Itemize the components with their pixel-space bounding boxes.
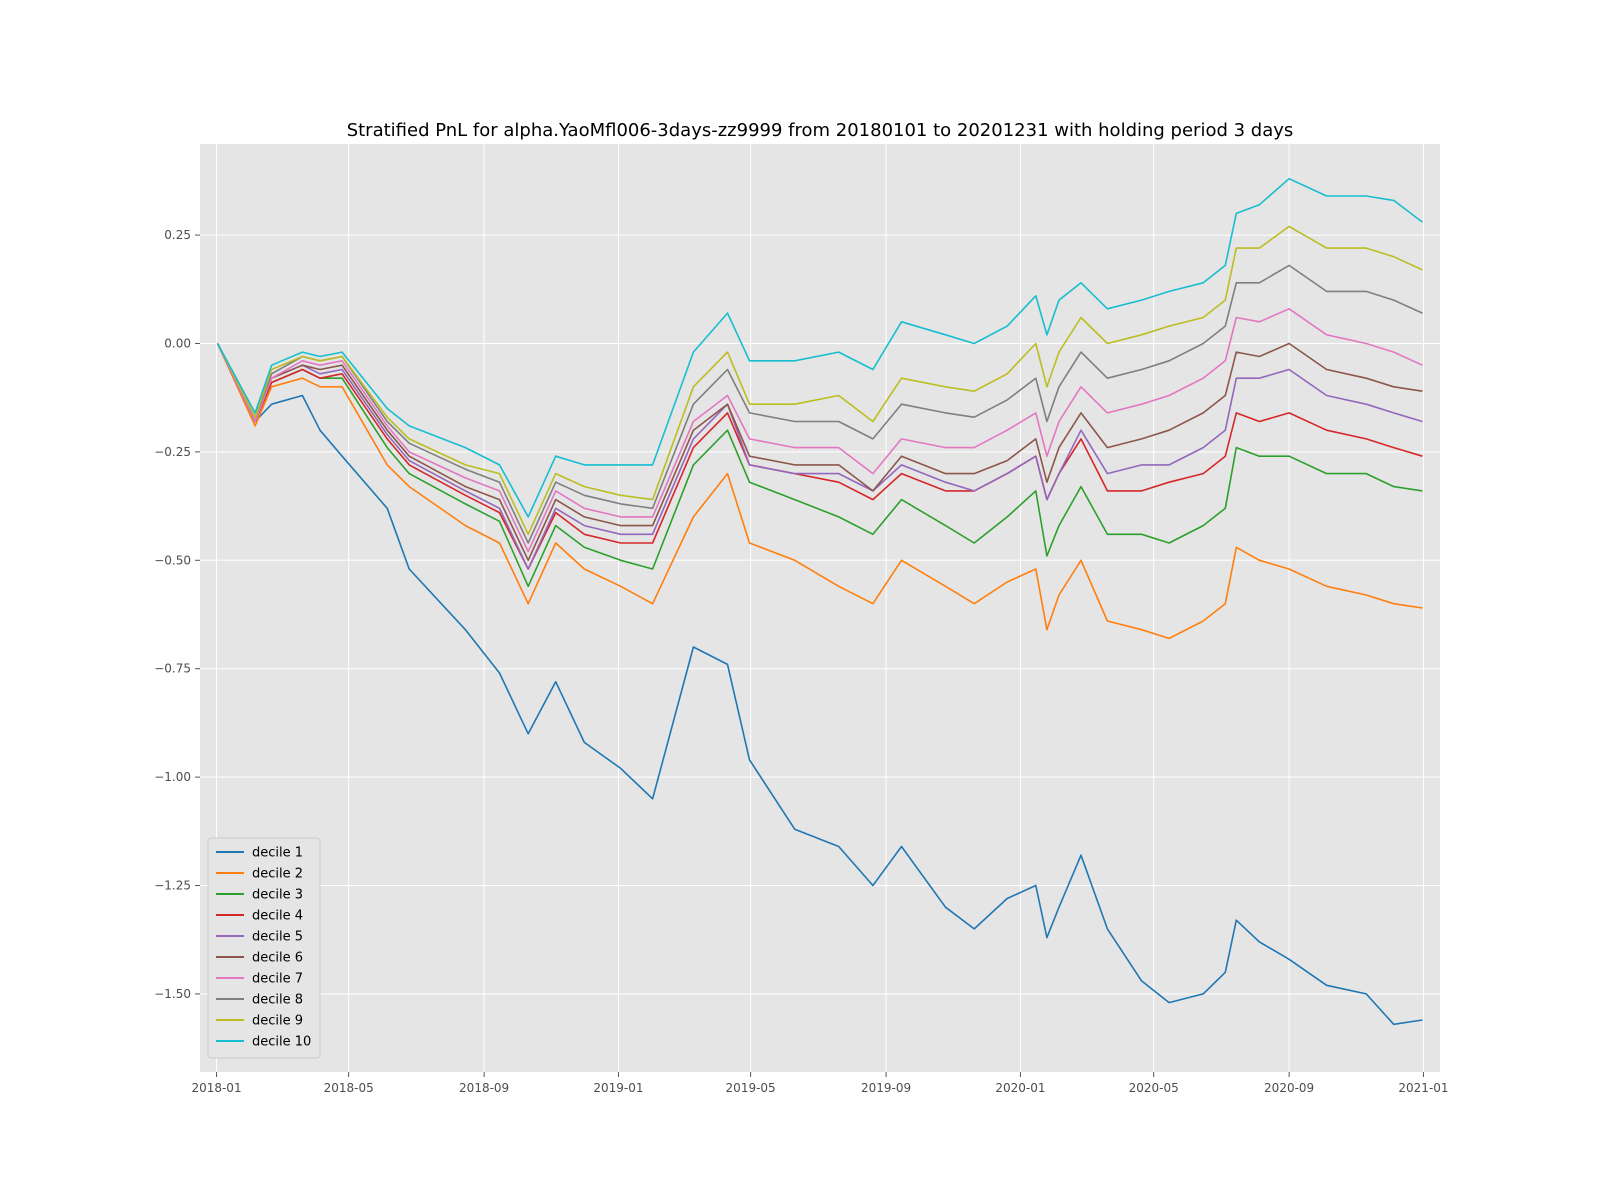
y-tick-label: −1.50 <box>154 987 191 1001</box>
x-tick-label: 2018-01 <box>191 1081 241 1095</box>
y-tick-label: −0.75 <box>154 662 191 676</box>
y-tick-label: 0.25 <box>164 228 191 242</box>
series-line-decile-6 <box>216 342 1423 562</box>
legend-label: decile 2 <box>252 867 303 882</box>
legend-label: decile 8 <box>252 993 303 1008</box>
x-tick-label: 2019-01 <box>593 1081 643 1095</box>
x-tick-label: 2018-09 <box>459 1081 509 1095</box>
y-tick-label: 0.00 <box>164 336 191 350</box>
series-line-decile-4 <box>216 343 1423 570</box>
legend-label: decile 6 <box>252 951 303 966</box>
x-axis: 2018-01 2018-05 2018-09 2019-01 2019-05 2019-… <box>191 1072 1449 1095</box>
series-line-decile-2 <box>216 343 1423 640</box>
legend-label: decile 3 <box>252 888 303 903</box>
plot-background <box>200 144 1440 1072</box>
y-tick-label: −0.50 <box>154 553 191 567</box>
x-tick-label: 2020-09 <box>1264 1081 1314 1095</box>
y-tick-label: −1.00 <box>154 770 191 784</box>
legend: decile 1 decile 2 decile 3 decile 4 decile 5… <box>207 837 321 1059</box>
x-tick-label: 2020-01 <box>995 1081 1045 1095</box>
series-line-decile-10 <box>216 177 1423 518</box>
x-tick-label: 2021-01 <box>1398 1081 1448 1095</box>
legend-label: decile 9 <box>252 1014 303 1029</box>
grid <box>200 144 1440 1072</box>
series-line-decile-1 <box>216 343 1423 1026</box>
series-line-decile-9 <box>216 225 1423 536</box>
x-tick-label: 2018-05 <box>324 1081 374 1095</box>
series-line-decile-3 <box>216 343 1423 588</box>
series-layer <box>216 177 1423 1026</box>
series-line-decile-8 <box>216 264 1423 544</box>
y-tick-label: −0.25 <box>154 445 191 459</box>
y-tick-label: −1.25 <box>154 879 191 893</box>
series-line-decile-7 <box>216 307 1423 553</box>
x-tick-label: 2020-05 <box>1129 1081 1179 1095</box>
legend-label: decile 4 <box>252 909 303 924</box>
y-axis: 0.25 0.00 −0.25 −0.50 −0.75 −1.00 −1.25 −1.50 <box>154 228 200 1001</box>
chart-title: Stratified PnL for alpha.YaoMfl006-3days… <box>347 120 1294 141</box>
legend-label: decile 5 <box>252 930 303 945</box>
legend-label: decile 7 <box>252 972 303 987</box>
x-tick-label: 2019-09 <box>861 1081 911 1095</box>
x-tick-label: 2019-05 <box>726 1081 776 1095</box>
legend-label: decile 10 <box>252 1035 311 1050</box>
legend-label: decile 1 <box>252 846 303 861</box>
